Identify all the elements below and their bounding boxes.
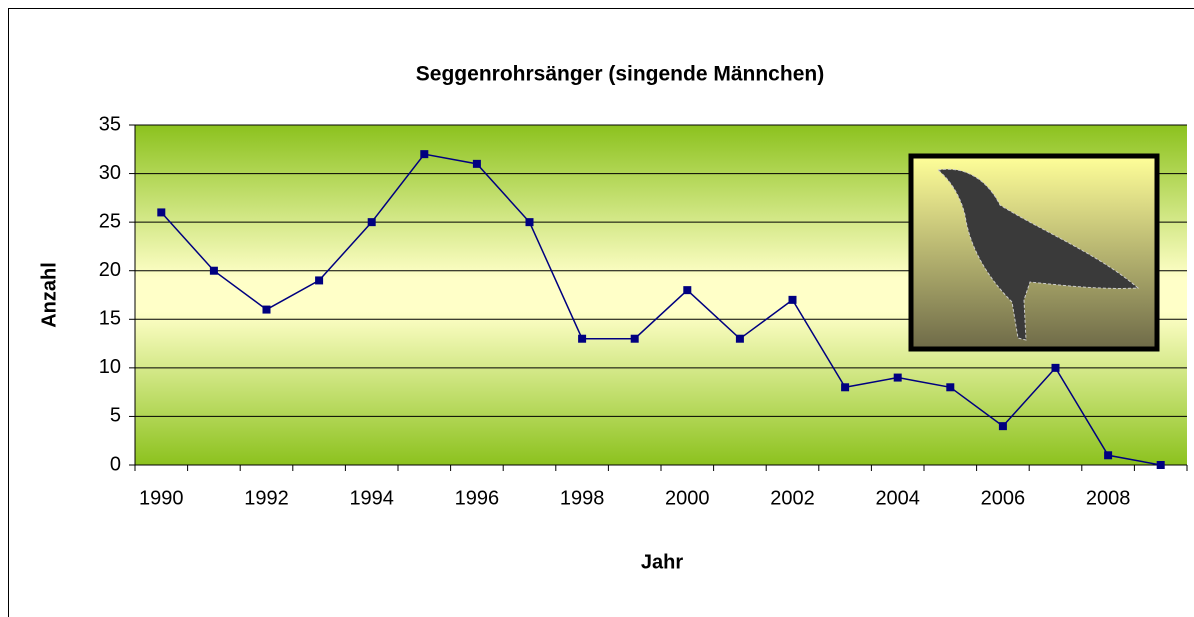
point	[525, 218, 534, 227]
point	[630, 334, 639, 343]
point	[1051, 363, 1060, 372]
y-tick-label: 0	[110, 453, 121, 475]
series-line	[160, 153, 1161, 466]
point	[946, 383, 955, 392]
y-tick-label: 30	[99, 162, 121, 184]
point	[578, 334, 587, 343]
x-tick-label: 1992	[244, 487, 289, 509]
point	[472, 159, 481, 168]
point	[420, 150, 429, 159]
y-tick-label: 5	[110, 405, 121, 427]
point	[998, 422, 1007, 431]
x-tick-label: 1994	[349, 487, 394, 509]
y-tick-label: 20	[99, 259, 121, 281]
point	[893, 373, 902, 382]
x-tick-label: 2002	[770, 487, 815, 509]
x-tick-label: 2006	[981, 487, 1026, 509]
x-tick-label: 1998	[560, 487, 605, 509]
point	[367, 218, 376, 227]
point	[1156, 461, 1165, 469]
point	[209, 266, 218, 275]
chart-frame	[8, 8, 1194, 617]
point	[315, 276, 324, 285]
y-tick-label: 35	[99, 113, 121, 135]
y-axis-label: Anzahl	[38, 262, 60, 328]
x-tick-label: 2008	[1086, 487, 1131, 509]
point	[841, 383, 850, 392]
point	[262, 305, 271, 314]
point	[788, 295, 797, 304]
y-tick-label: 25	[99, 210, 121, 232]
y-tick-label: 10	[99, 356, 121, 378]
point	[683, 286, 692, 295]
x-tick-label: 1996	[455, 487, 500, 509]
x-tick-label: 2004	[875, 487, 920, 509]
x-tick-label: 1990	[139, 487, 184, 509]
x-tick-label: 2000	[665, 487, 710, 509]
bird-picture	[908, 153, 1160, 352]
x-axis-label: Jahr	[641, 551, 683, 573]
point	[157, 208, 166, 217]
chart-title: Seggenrohrsänger (singende Männchen)	[416, 63, 824, 86]
point	[735, 334, 744, 343]
point	[1104, 451, 1113, 460]
y-tick-label: 15	[99, 308, 121, 330]
